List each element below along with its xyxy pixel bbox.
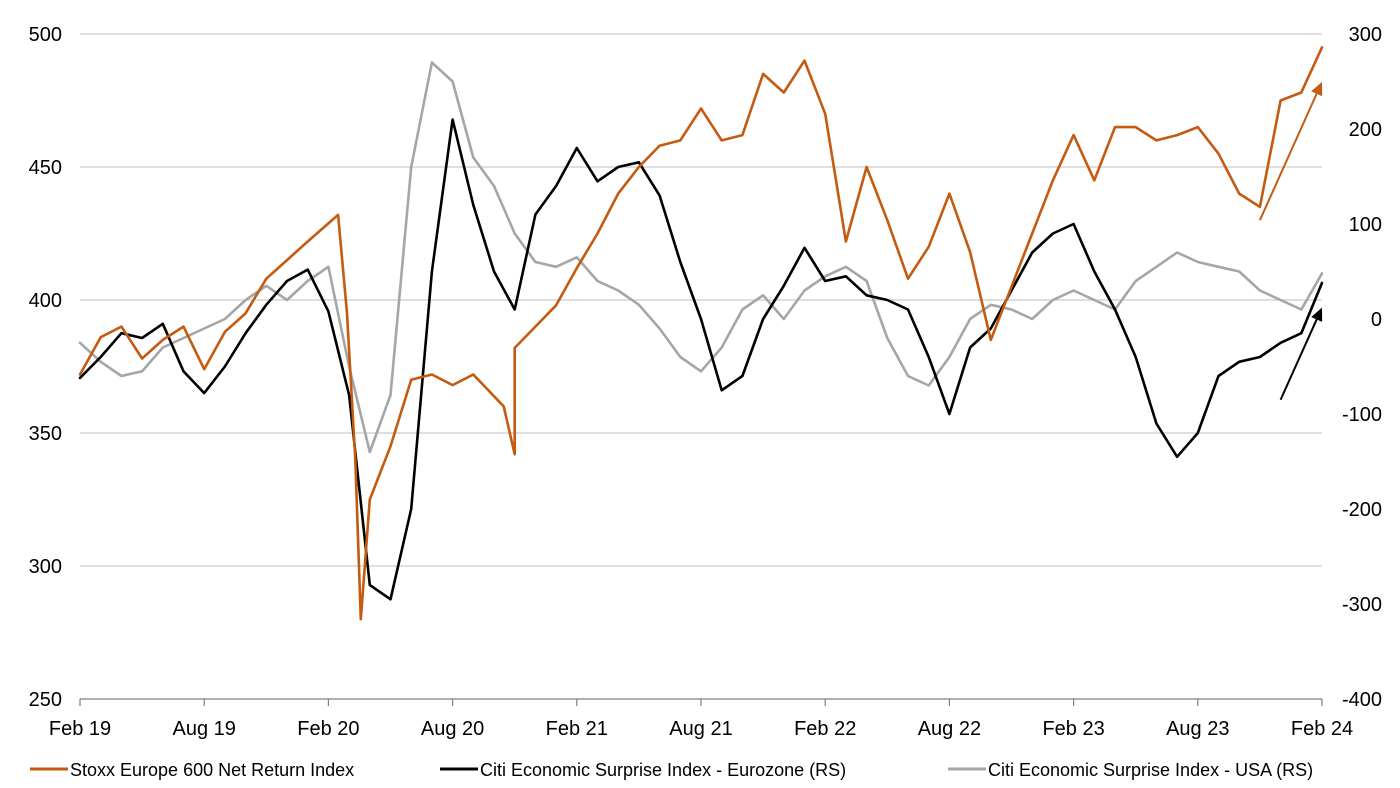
- left-y-tick-label: 250: [29, 689, 62, 711]
- legend: Stoxx Europe 600 Net Return Index Citi Ec…: [30, 760, 1313, 780]
- gridlines: [80, 33, 1322, 567]
- x-tick-label: Feb 19: [49, 718, 111, 740]
- x-tick-label: Aug 23: [1166, 718, 1229, 740]
- x-axis: Feb 19 Aug 19 Feb 20 Aug 20 Feb 21 Aug 21 Feb …: [49, 698, 1353, 740]
- legend-label: Citi Economic Surprise Index - USA (RS): [988, 760, 1313, 780]
- right-y-tick-label: 200: [1349, 119, 1382, 141]
- legend-item: Citi Economic Surprise Index - USA (RS): [948, 760, 1313, 780]
- legend-label: Stoxx Europe 600 Net Return Index: [70, 760, 354, 780]
- right-y-tick-label: -400: [1342, 689, 1382, 711]
- annotation-layer: [1258, 81, 1323, 401]
- x-tick-label: Feb 20: [297, 718, 359, 740]
- left-y-axis: 500 450 400 350 300 250: [29, 24, 62, 711]
- series-line-2: [78, 61, 1324, 454]
- right-y-axis: 300 200 100 0 -100 -200 -300 -400: [1342, 24, 1382, 711]
- series-layer: [78, 46, 1324, 621]
- x-tick-label: Aug 21: [669, 718, 732, 740]
- left-y-tick-label: 300: [29, 556, 62, 578]
- right-y-tick-label: -300: [1342, 594, 1382, 616]
- left-y-tick-label: 450: [29, 157, 62, 179]
- series-line-1: [78, 118, 1324, 601]
- left-y-tick-label: 400: [29, 290, 62, 312]
- series-line-0: [78, 46, 1324, 621]
- right-y-tick-label: -200: [1342, 499, 1382, 521]
- x-tick-label: Aug 19: [173, 718, 236, 740]
- right-y-tick-label: 0: [1371, 309, 1382, 331]
- left-y-tick-label: 350: [29, 423, 62, 445]
- x-tick-label: Feb 24: [1291, 718, 1353, 740]
- trend-arrow: [1279, 307, 1323, 401]
- x-tick-label: Aug 20: [421, 718, 484, 740]
- x-tick-label: Feb 22: [794, 718, 856, 740]
- x-tick-label: Feb 23: [1042, 718, 1104, 740]
- right-y-tick-label: 300: [1349, 24, 1382, 46]
- legend-item: Citi Economic Surprise Index - Eurozone …: [440, 760, 846, 780]
- right-y-tick-label: -100: [1342, 404, 1382, 426]
- trend-arrow: [1258, 81, 1323, 221]
- x-tick-label: Feb 21: [546, 718, 608, 740]
- x-tick-label: Aug 22: [918, 718, 981, 740]
- right-y-tick-label: 100: [1349, 214, 1382, 236]
- left-y-tick-label: 500: [29, 24, 62, 46]
- legend-label: Citi Economic Surprise Index - Eurozone …: [480, 760, 846, 780]
- legend-item: Stoxx Europe 600 Net Return Index: [30, 760, 354, 780]
